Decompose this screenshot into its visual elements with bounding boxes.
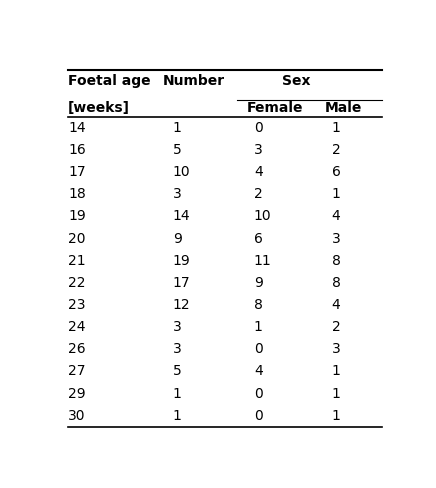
Text: 4: 4 <box>331 209 341 224</box>
Text: 0: 0 <box>254 121 262 135</box>
Text: 3: 3 <box>173 320 181 334</box>
Text: Male: Male <box>325 102 362 115</box>
Text: 1: 1 <box>331 121 341 135</box>
Text: 3: 3 <box>331 342 341 356</box>
Text: 1: 1 <box>173 121 182 135</box>
Text: 3: 3 <box>331 232 341 245</box>
Text: Number: Number <box>163 74 225 88</box>
Text: 1: 1 <box>331 409 341 423</box>
Text: 5: 5 <box>173 365 181 379</box>
Text: 8: 8 <box>331 276 341 290</box>
Text: [weeks]: [weeks] <box>68 102 130 115</box>
Text: Female: Female <box>247 102 303 115</box>
Text: 1: 1 <box>173 386 182 401</box>
Text: 14: 14 <box>68 121 85 135</box>
Text: 1: 1 <box>254 320 263 334</box>
Text: 0: 0 <box>254 409 262 423</box>
Text: 18: 18 <box>68 187 86 202</box>
Text: 22: 22 <box>68 276 85 290</box>
Text: 4: 4 <box>254 165 262 179</box>
Text: 1: 1 <box>331 365 341 379</box>
Text: 10: 10 <box>173 165 191 179</box>
Text: 4: 4 <box>254 365 262 379</box>
Text: 24: 24 <box>68 320 85 334</box>
Text: 5: 5 <box>173 143 181 157</box>
Text: 3: 3 <box>173 342 181 356</box>
Text: 3: 3 <box>173 187 181 202</box>
Text: 19: 19 <box>68 209 86 224</box>
Text: 21: 21 <box>68 254 85 268</box>
Text: 2: 2 <box>254 187 262 202</box>
Text: 27: 27 <box>68 365 85 379</box>
Text: 1: 1 <box>173 409 182 423</box>
Text: 26: 26 <box>68 342 85 356</box>
Text: 17: 17 <box>68 165 85 179</box>
Text: 3: 3 <box>254 143 262 157</box>
Text: Sex: Sex <box>282 74 310 88</box>
Text: 6: 6 <box>254 232 263 245</box>
Text: 14: 14 <box>173 209 191 224</box>
Text: 20: 20 <box>68 232 85 245</box>
Text: 19: 19 <box>173 254 191 268</box>
Text: 23: 23 <box>68 298 85 312</box>
Text: 30: 30 <box>68 409 85 423</box>
Text: Foetal age: Foetal age <box>68 74 151 88</box>
Text: 12: 12 <box>173 298 191 312</box>
Text: 11: 11 <box>254 254 272 268</box>
Text: 9: 9 <box>173 232 182 245</box>
Text: 8: 8 <box>254 298 263 312</box>
Text: 10: 10 <box>254 209 272 224</box>
Text: 1: 1 <box>331 187 341 202</box>
Text: 2: 2 <box>331 320 341 334</box>
Text: 1: 1 <box>331 386 341 401</box>
Text: 9: 9 <box>254 276 263 290</box>
Text: 6: 6 <box>331 165 341 179</box>
Text: 2: 2 <box>331 143 341 157</box>
Text: 16: 16 <box>68 143 86 157</box>
Text: 4: 4 <box>331 298 341 312</box>
Text: 0: 0 <box>254 386 262 401</box>
Text: 0: 0 <box>254 342 262 356</box>
Text: 29: 29 <box>68 386 85 401</box>
Text: 8: 8 <box>331 254 341 268</box>
Text: 17: 17 <box>173 276 191 290</box>
